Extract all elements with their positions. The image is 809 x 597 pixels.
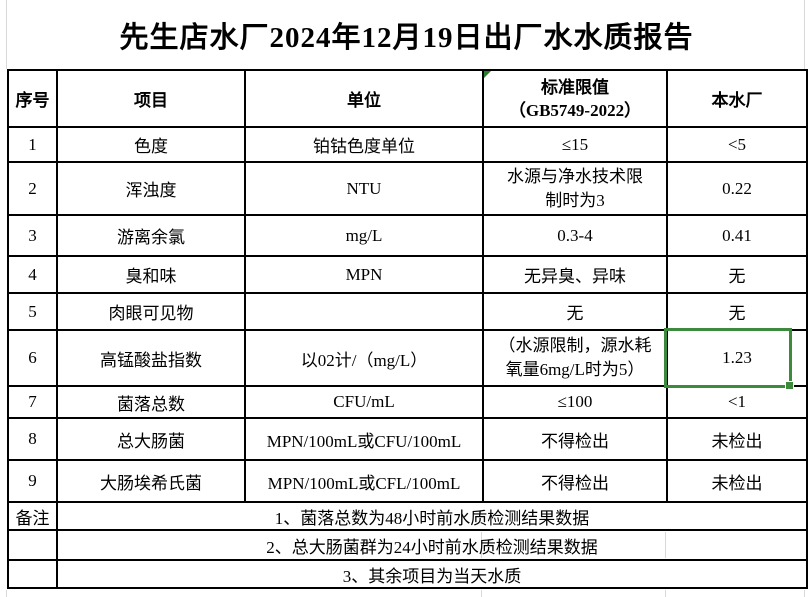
cell-plant[interactable]: 未检出 bbox=[666, 459, 808, 503]
note-line[interactable]: 3、其余项目为当天水质 bbox=[56, 559, 808, 589]
gridline bbox=[804, 590, 805, 597]
cell-unit[interactable]: MPN/100mL或CFU/100mL bbox=[244, 417, 484, 461]
cell-no[interactable]: 1 bbox=[7, 126, 58, 163]
cell-item[interactable]: 肉眼可见物 bbox=[56, 292, 246, 331]
cell-no[interactable]: 2 bbox=[7, 161, 58, 216]
cell-standard[interactable]: 0.3-4 bbox=[482, 214, 668, 257]
cell-unit[interactable]: 以02计/（mg/L） bbox=[244, 329, 484, 387]
cell-unit[interactable]: CFU/mL bbox=[244, 385, 484, 419]
standard-line1: （水源限制，源水耗 bbox=[498, 336, 652, 355]
cell-item[interactable]: 浑浊度 bbox=[56, 161, 246, 216]
cell-item[interactable]: 大肠埃希氏菌 bbox=[56, 459, 246, 503]
cell-standard[interactable]: 不得检出 bbox=[482, 417, 668, 461]
cell-standard[interactable]: 无异臭、异味 bbox=[482, 255, 668, 294]
table-row: 5 肉眼可见物 无 无 bbox=[7, 292, 808, 331]
table-row: 3 游离余氯 mg/L 0.3-4 0.41 bbox=[7, 214, 808, 257]
cell-no[interactable]: 3 bbox=[7, 214, 58, 257]
gridline bbox=[665, 590, 666, 597]
cell-standard[interactable]: ≤100 bbox=[482, 385, 668, 419]
error-indicator-triangle bbox=[484, 71, 491, 78]
cell-plant[interactable]: 无 bbox=[666, 255, 808, 294]
table-row: 7 菌落总数 CFU/mL ≤100 <1 bbox=[7, 385, 808, 419]
cell-item[interactable]: 游离余氯 bbox=[56, 214, 246, 257]
cell-plant[interactable]: 无 bbox=[666, 292, 808, 331]
standard-line1: 水源与净水技术限 bbox=[507, 166, 643, 186]
header-unit[interactable]: 单位 bbox=[244, 69, 484, 128]
cell-no[interactable]: 9 bbox=[7, 459, 58, 503]
cell-item[interactable]: 高锰酸盐指数 bbox=[56, 329, 246, 387]
notes-label-empty[interactable] bbox=[7, 559, 58, 589]
water-quality-table: 序号 项目 单位 标准限值 （GB5749-2022） 本水厂 1 色度 铂钴色… bbox=[7, 69, 808, 589]
cell-no[interactable]: 5 bbox=[7, 292, 58, 331]
table-row: 1 色度 铂钴色度单位 ≤15 <5 bbox=[7, 126, 808, 163]
report-title[interactable]: 先生店水厂2024年12月19日出厂水水质报告 bbox=[119, 21, 694, 54]
header-item[interactable]: 项目 bbox=[56, 69, 246, 128]
cell-plant[interactable]: <1 bbox=[666, 385, 808, 419]
gridline bbox=[481, 590, 482, 597]
cell-standard[interactable]: 不得检出 bbox=[482, 459, 668, 503]
cell-unit[interactable]: MPN/100mL或CFL/100mL bbox=[244, 459, 484, 503]
standard-line2: 氧量6mg/L时为5） bbox=[505, 360, 645, 379]
gridline bbox=[6, 0, 7, 69]
cell-standard[interactable]: ≤15 bbox=[482, 126, 668, 163]
cell-item[interactable]: 总大肠菌 bbox=[56, 417, 246, 461]
cell-standard[interactable]: 水源与净水技术限 制时为3 bbox=[482, 161, 668, 216]
table-row: 9 大肠埃希氏菌 MPN/100mL或CFL/100mL 不得检出 未检出 bbox=[7, 459, 808, 503]
cell-unit[interactable]: MPN bbox=[244, 255, 484, 294]
notes-label[interactable]: 备注 bbox=[7, 501, 58, 531]
table-row: 6 高锰酸盐指数 以02计/（mg/L） （水源限制，源水耗 氧量6mg/L时为… bbox=[7, 329, 808, 387]
cell-no[interactable]: 6 bbox=[7, 329, 58, 387]
cell-item[interactable]: 色度 bbox=[56, 126, 246, 163]
header-standard-line2: （GB5749-2022） bbox=[508, 100, 642, 120]
note-line[interactable]: 1、菌落总数为48小时前水质检测结果数据 bbox=[56, 501, 808, 531]
cell-unit[interactable]: 铂钴色度单位 bbox=[244, 126, 484, 163]
header-no[interactable]: 序号 bbox=[7, 69, 58, 128]
cell-unit[interactable]: NTU bbox=[244, 161, 484, 216]
cell-item[interactable]: 菌落总数 bbox=[56, 385, 246, 419]
cell-no[interactable]: 7 bbox=[7, 385, 58, 419]
cell-standard[interactable]: （水源限制，源水耗 氧量6mg/L时为5） bbox=[482, 329, 668, 387]
cell-plant[interactable]: 0.41 bbox=[666, 214, 808, 257]
gridline bbox=[6, 590, 7, 597]
header-standard[interactable]: 标准限值 （GB5749-2022） bbox=[482, 69, 668, 128]
cell-plant[interactable]: <5 bbox=[666, 126, 808, 163]
table-row: 2 浑浊度 NTU 水源与净水技术限 制时为3 0.22 bbox=[7, 161, 808, 216]
cell-no[interactable]: 4 bbox=[7, 255, 58, 294]
header-row: 序号 项目 单位 标准限值 （GB5749-2022） 本水厂 bbox=[7, 69, 808, 128]
cell-plant-selected[interactable]: 1.23 bbox=[666, 329, 808, 387]
notes-row: 2、总大肠菌群为24小时前水质检测结果数据 bbox=[7, 529, 808, 561]
table-row: 8 总大肠菌 MPN/100mL或CFU/100mL 不得检出 未检出 bbox=[7, 417, 808, 461]
note-line[interactable]: 2、总大肠菌群为24小时前水质检测结果数据 bbox=[56, 529, 808, 561]
table-row: 4 臭和味 MPN 无异臭、异味 无 bbox=[7, 255, 808, 294]
cell-item[interactable]: 臭和味 bbox=[56, 255, 246, 294]
standard-line2: 制时为3 bbox=[545, 190, 605, 210]
cell-unit[interactable] bbox=[244, 292, 484, 331]
cell-plant[interactable]: 未检出 bbox=[666, 417, 808, 461]
notes-row: 3、其余项目为当天水质 bbox=[7, 559, 808, 589]
notes-label-empty[interactable] bbox=[7, 529, 58, 561]
cell-plant[interactable]: 0.22 bbox=[666, 161, 808, 216]
header-standard-line1: 标准限值 bbox=[541, 77, 609, 97]
cell-no[interactable]: 8 bbox=[7, 417, 58, 461]
cell-unit[interactable]: mg/L bbox=[244, 214, 484, 257]
header-plant[interactable]: 本水厂 bbox=[666, 69, 808, 128]
notes-row: 备注 1、菌落总数为48小时前水质检测结果数据 bbox=[7, 501, 808, 531]
gridline bbox=[804, 0, 805, 69]
cell-standard[interactable]: 无 bbox=[482, 292, 668, 331]
